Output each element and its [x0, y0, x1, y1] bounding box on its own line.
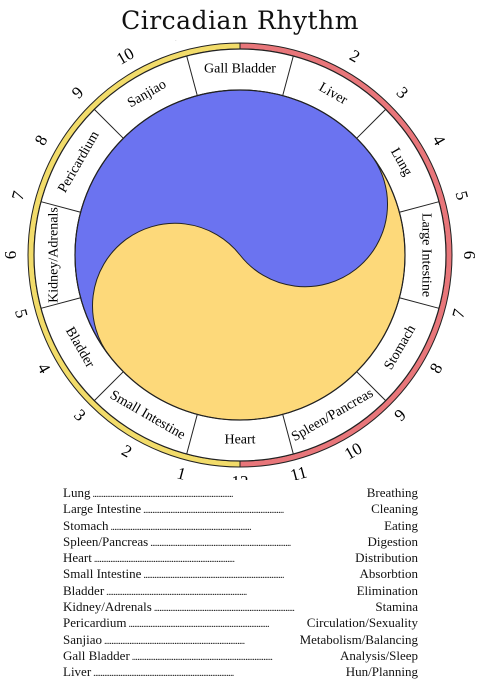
- hour-number-right: 7: [448, 307, 469, 321]
- legend-row: Spleen/Pancreas Digestion: [63, 534, 418, 550]
- hour-number-right: 4: [428, 132, 449, 149]
- hour-number-bottom: 12: [232, 472, 249, 480]
- hour-number-right: 5: [451, 189, 472, 202]
- legend-leader-dots: [132, 650, 338, 666]
- hour-number-left: 3: [70, 405, 89, 424]
- legend-function: Distribution: [355, 550, 418, 566]
- hour-number-left: 1: [175, 463, 188, 480]
- legend-row: Stomach Eating: [63, 518, 418, 534]
- segment-divider: [399, 297, 440, 309]
- segment-label: Heart: [224, 433, 255, 448]
- hour-number-right: 10: [341, 439, 365, 464]
- legend-leader-dots: [143, 568, 357, 584]
- legend-function: Eating: [384, 517, 418, 533]
- legend-organ: Spleen/Pancreas: [63, 533, 149, 549]
- segment-divider: [356, 371, 387, 402]
- hour-number-left: 4: [34, 360, 55, 377]
- diagram-title: Circadian Rhythm: [121, 6, 359, 35]
- segment-divider: [40, 201, 81, 213]
- legend-function: Metabolism/Balancing: [299, 631, 418, 647]
- legend-leader-dots: [93, 666, 344, 682]
- hour-number-right: 6: [460, 251, 479, 260]
- legend-function: Circulation/Sexuality: [306, 615, 418, 631]
- legend-function: Digestion: [367, 533, 418, 549]
- segment-divider: [93, 371, 124, 402]
- legend: LungBreathingLarge IntestineCleaningStom…: [63, 485, 418, 681]
- hour-number-right: 8: [426, 360, 447, 377]
- hour-number-right: 1: [293, 40, 306, 44]
- legend-row: Small Intestine Absorbtion: [63, 566, 418, 582]
- legend-organ: Stomach: [63, 517, 109, 533]
- legend-organ: Heart: [63, 550, 92, 566]
- legend-leader-dots: [111, 520, 383, 536]
- hour-number-left: 9: [68, 83, 87, 102]
- legend-organ: Bladder: [63, 582, 105, 598]
- legend-function: Elimination: [356, 582, 418, 598]
- segment-divider: [186, 414, 198, 455]
- legend-function: Hun/Planning: [345, 664, 418, 680]
- hour-number-right: 3: [393, 83, 412, 102]
- legend-leader-dots: [143, 503, 369, 519]
- legend-row: Gall Bladder Analysis/Sleep: [63, 648, 418, 664]
- legend-function: Analysis/Sleep: [340, 647, 418, 663]
- legend-organ: Gall Bladder: [63, 647, 130, 663]
- segment-divider: [40, 297, 81, 309]
- yin-yang: [74, 89, 406, 421]
- segment-divider: [93, 108, 124, 139]
- legend-function: Stamina: [375, 599, 418, 615]
- legend-organ: Liver: [63, 664, 92, 680]
- legend-organ: Small Intestine: [63, 566, 142, 582]
- hour-number-left: 7: [8, 189, 29, 203]
- hour-number-left: 8: [31, 132, 52, 149]
- legend-row: Lung Breathing: [63, 485, 418, 501]
- legend-row: Liver Hun/Planning: [63, 664, 418, 680]
- legend-row: Sanjiao Metabolism/Balancing: [63, 632, 418, 648]
- hour-number-right: 11: [288, 462, 309, 480]
- hour-number-left: 10: [113, 44, 137, 69]
- legend-organ: Kidney/Adrenals: [63, 599, 152, 615]
- segment-divider: [282, 55, 294, 96]
- legend-leader-dots: [129, 617, 305, 633]
- hour-number-left: 5: [11, 307, 32, 320]
- segment-label: Large Intestine: [418, 213, 433, 297]
- segment-label: Gall Bladder: [204, 62, 276, 77]
- legend-function: Breathing: [366, 485, 418, 500]
- legend-row: Pericardium Circulation/Sexuality: [63, 615, 418, 631]
- legend-function: Absorbtion: [359, 566, 419, 582]
- hour-number-left: 2: [118, 441, 135, 462]
- legend-leader-dots: [104, 634, 298, 650]
- segment-divider: [356, 108, 387, 139]
- legend-organ: Sanjiao: [63, 631, 102, 647]
- legend-function: Cleaning: [371, 501, 418, 517]
- legend-row: Large Intestine Cleaning: [63, 501, 418, 517]
- legend-row: Heart Distribution: [63, 550, 418, 566]
- segment-divider: [282, 414, 294, 455]
- segment-label: Kidney/Adrenals: [47, 207, 62, 303]
- hour-number-left: 11: [170, 40, 191, 45]
- legend-row: Kidney/Adrenals Stamina: [63, 599, 418, 615]
- hour-number-right: 9: [390, 405, 409, 424]
- segment-divider: [186, 55, 198, 96]
- hour-number-left: 6: [1, 251, 20, 260]
- hour-number-right: 2: [346, 46, 363, 67]
- legend-organ: Large Intestine: [63, 501, 142, 517]
- legend-organ: Lung: [63, 485, 91, 500]
- legend-organ: Pericardium: [63, 615, 127, 631]
- segment-divider: [399, 201, 440, 213]
- legend-leader-dots: [150, 536, 365, 552]
- legend-row: Bladder Elimination: [63, 583, 418, 599]
